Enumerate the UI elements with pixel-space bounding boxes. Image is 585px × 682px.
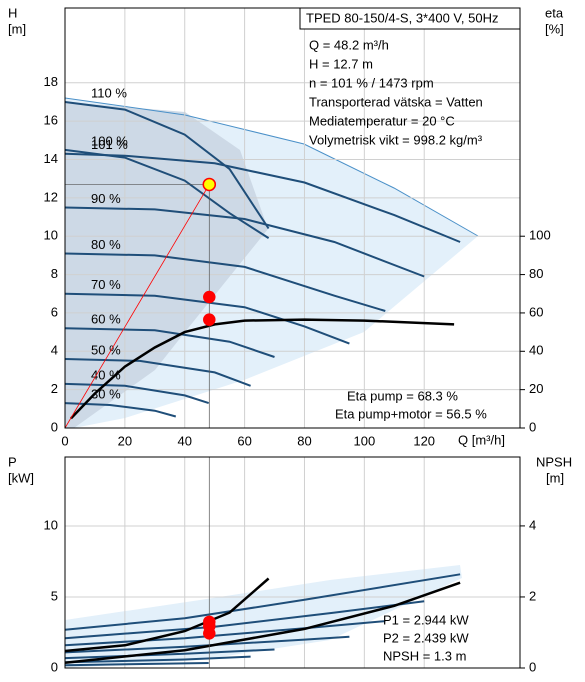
series-label: 101 %: [91, 137, 128, 152]
curve: [64, 402, 177, 418]
y2-tick-label: 20: [529, 381, 543, 396]
y-axis-unit: [kW]: [8, 470, 34, 485]
curve: [70, 318, 455, 420]
power-chart: 0 5 10 0 2 4 P1 = 2.944 kW P2 = 2.439 kW NPSH = …: [44, 457, 536, 674]
y2-tick-label: 4: [529, 517, 536, 532]
y-tick-label: 10: [44, 517, 58, 532]
operating-point: [203, 615, 216, 629]
info-line: Mediatemperatur = 20 °C: [309, 113, 455, 128]
chart-title: TPED 80-150/4-S, 3*400 V, 50Hz: [306, 10, 498, 25]
y2-tick-label: 0: [529, 419, 536, 434]
x-tick-label: 100: [353, 433, 375, 448]
curve: [64, 152, 461, 243]
series-label: 100 %: [91, 133, 128, 148]
series-label: 90 %: [91, 191, 121, 206]
curve: [64, 600, 425, 640]
y2-tick-label: 100: [529, 228, 551, 243]
title-box: [299, 7, 521, 30]
series-label: 80 %: [91, 237, 121, 252]
y-axis-label: P: [8, 454, 17, 469]
operating-point: [202, 177, 217, 192]
y2-tick-label: 2: [529, 588, 536, 603]
y2-tick-label: 60: [529, 304, 543, 319]
series-label: 60 %: [91, 312, 121, 327]
y2-tick-label: 40: [529, 343, 543, 358]
curve: [64, 206, 425, 278]
y2-axis-unit: [%]: [545, 21, 564, 36]
curve: [64, 581, 461, 664]
annotation: P1 = 2.944 kW: [383, 612, 469, 627]
curve: [64, 620, 386, 647]
info-line: n = 101 % / 1473 rpm: [309, 75, 434, 90]
plot-frame: [64, 7, 521, 429]
curve: [64, 358, 251, 387]
operating-point: [203, 290, 216, 304]
y2-tick-label: 0: [529, 659, 536, 674]
x-tick-label: 120: [413, 433, 435, 448]
y-tick-label: 16: [44, 113, 58, 128]
y-tick-label: 6: [51, 304, 58, 319]
operating-point: [203, 627, 216, 640]
curve: [64, 292, 350, 345]
y2-tick-label: 80: [529, 266, 543, 281]
y-tick-label: 0: [51, 419, 58, 434]
y2-axis-label: NPSH: [536, 454, 572, 469]
y2-axis-unit: [m]: [546, 470, 564, 485]
info-line: Q = 48.2 m³/h: [309, 37, 389, 52]
annotation: Eta pump+motor = 56.5 %: [335, 406, 487, 421]
curve: [64, 382, 210, 405]
x-tick-label: 40: [178, 433, 192, 448]
info-line: H = 12.7 m: [309, 56, 373, 71]
curve: [64, 101, 270, 230]
y-axis-label: H: [8, 5, 17, 20]
curve: [64, 577, 270, 653]
head-chart: 0 20 40 60 80 100 120 0 2 4 6 8 10 12 14 16 18 0 20 40 60 80 1…: [44, 8, 551, 448]
y-tick-label: 4: [51, 343, 58, 358]
plot-frame: [64, 456, 521, 669]
y-tick-label: 0: [51, 659, 58, 674]
curve: [64, 635, 350, 654]
operating-point: [203, 313, 216, 326]
curve: [64, 648, 275, 660]
y-tick-label: 10: [44, 228, 58, 243]
y-tick-label: 5: [51, 588, 58, 603]
y-tick-label: 2: [51, 381, 58, 396]
y2-axis-label: eta: [545, 5, 564, 20]
system-curve: [64, 184, 210, 429]
x-axis-label: Q [m³/h]: [458, 432, 505, 447]
info-line: Transporterad vätska = Vatten: [309, 94, 483, 109]
y-tick-label: 14: [44, 151, 58, 166]
y-tick-label: 8: [51, 266, 58, 281]
max-speed-range: [65, 102, 268, 428]
y-tick-label: 18: [44, 74, 58, 89]
curve: [64, 573, 461, 631]
x-tick-label: 20: [118, 433, 132, 448]
curve: [64, 655, 251, 664]
curve: [64, 662, 209, 667]
annotation: Eta pump = 68.3 %: [347, 388, 458, 403]
y-axis-unit: [m]: [8, 21, 26, 36]
info-line: Volymetrisk vikt = 998.2 kg/m³: [309, 132, 483, 147]
series-label: 50 %: [91, 342, 121, 357]
y-tick-label: 12: [44, 189, 58, 204]
series-label: 110 %: [91, 85, 127, 100]
x-tick-label: 80: [297, 433, 311, 448]
annotation: NPSH = 1.3 m: [383, 648, 466, 663]
x-tick-label: 0: [61, 433, 68, 448]
series-label: 70 %: [91, 277, 121, 292]
x-tick-label: 60: [237, 433, 251, 448]
curve: [64, 252, 386, 312]
annotation: P2 = 2.439 kW: [383, 630, 469, 645]
curve: [64, 327, 275, 358]
